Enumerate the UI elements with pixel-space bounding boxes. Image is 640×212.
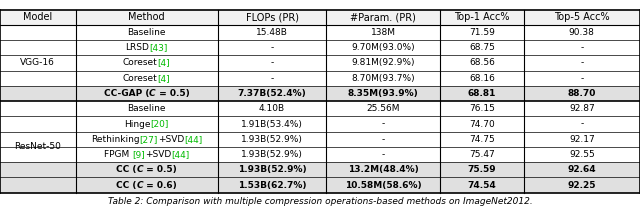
Text: -: - xyxy=(580,43,584,52)
Text: 9.81M(92.9%): 9.81M(92.9%) xyxy=(351,59,415,67)
Text: 1.93B(52.9%): 1.93B(52.9%) xyxy=(241,150,303,159)
Text: -: - xyxy=(381,150,385,159)
Text: 92.25: 92.25 xyxy=(568,181,596,190)
Text: [4]: [4] xyxy=(157,74,170,83)
Text: Method: Method xyxy=(128,12,165,22)
Text: -: - xyxy=(270,43,274,52)
Text: 68.75: 68.75 xyxy=(469,43,495,52)
Text: Baseline: Baseline xyxy=(127,104,166,113)
Text: 92.87: 92.87 xyxy=(569,104,595,113)
Bar xyxy=(0,10,640,25)
Text: C: C xyxy=(136,181,143,190)
Text: 7.37B(52.4%): 7.37B(52.4%) xyxy=(237,89,307,98)
Text: -: - xyxy=(580,120,584,128)
Text: Model: Model xyxy=(23,12,52,22)
Text: 13.2M(48.4%): 13.2M(48.4%) xyxy=(348,165,419,174)
Text: 92.55: 92.55 xyxy=(569,150,595,159)
Text: 74.75: 74.75 xyxy=(469,135,495,144)
Text: Hinge: Hinge xyxy=(124,120,150,128)
Bar xyxy=(0,177,640,193)
Text: 68.16: 68.16 xyxy=(469,74,495,83)
Text: 92.17: 92.17 xyxy=(569,135,595,144)
Text: ResNet-50: ResNet-50 xyxy=(14,142,61,151)
Bar xyxy=(0,86,640,101)
Text: 75.47: 75.47 xyxy=(469,150,495,159)
Text: [4]: [4] xyxy=(157,59,170,67)
Text: -: - xyxy=(381,135,385,144)
Text: 25.56M: 25.56M xyxy=(367,104,400,113)
Text: 138M: 138M xyxy=(371,28,396,37)
Text: 1.93B(52.9%): 1.93B(52.9%) xyxy=(241,135,303,144)
Text: C: C xyxy=(136,165,143,174)
Text: 8.70M(93.7%): 8.70M(93.7%) xyxy=(351,74,415,83)
Text: 88.70: 88.70 xyxy=(568,89,596,98)
Text: [44]: [44] xyxy=(184,135,202,144)
Text: [44]: [44] xyxy=(171,150,189,159)
Text: -: - xyxy=(580,74,584,83)
Text: Baseline: Baseline xyxy=(127,28,166,37)
Bar xyxy=(0,162,640,177)
Text: +SVD: +SVD xyxy=(158,135,184,144)
Text: -: - xyxy=(580,59,584,67)
Text: #Param. (PR): #Param. (PR) xyxy=(351,12,416,22)
Text: 68.56: 68.56 xyxy=(469,59,495,67)
Text: 1.91B(53.4%): 1.91B(53.4%) xyxy=(241,120,303,128)
Text: 1.93B(52.9%): 1.93B(52.9%) xyxy=(237,165,307,174)
Text: 1.53B(62.7%): 1.53B(62.7%) xyxy=(237,181,307,190)
Text: 15.48B: 15.48B xyxy=(256,28,288,37)
Text: +SVD: +SVD xyxy=(145,150,171,159)
Text: Rethinking: Rethinking xyxy=(91,135,140,144)
Text: CC (: CC ( xyxy=(116,181,136,190)
Text: CC (: CC ( xyxy=(116,165,136,174)
Text: FPGM: FPGM xyxy=(104,150,132,159)
Text: = 0.5): = 0.5) xyxy=(156,89,189,98)
Text: 74.54: 74.54 xyxy=(468,181,496,190)
Text: [20]: [20] xyxy=(150,120,169,128)
Text: 4.10B: 4.10B xyxy=(259,104,285,113)
Text: 9.70M(93.0%): 9.70M(93.0%) xyxy=(351,43,415,52)
Text: 8.35M(93.9%): 8.35M(93.9%) xyxy=(348,89,419,98)
Text: Table 2: Comparison with multiple compression operations-based methods on ImageN: Table 2: Comparison with multiple compre… xyxy=(108,197,532,206)
Text: FLOPs (PR): FLOPs (PR) xyxy=(246,12,298,22)
Text: VGG-16: VGG-16 xyxy=(20,59,55,67)
Text: [43]: [43] xyxy=(149,43,168,52)
Text: 74.70: 74.70 xyxy=(469,120,495,128)
Text: Top-1 Acc%: Top-1 Acc% xyxy=(454,12,509,22)
Text: 76.15: 76.15 xyxy=(469,104,495,113)
Text: 10.58M(58.6%): 10.58M(58.6%) xyxy=(345,181,422,190)
Text: -: - xyxy=(381,120,385,128)
Text: = 0.5): = 0.5) xyxy=(143,165,177,174)
Text: 75.59: 75.59 xyxy=(468,165,496,174)
Text: 68.81: 68.81 xyxy=(468,89,496,98)
Text: -: - xyxy=(270,59,274,67)
Text: CC-GAP (: CC-GAP ( xyxy=(104,89,149,98)
Text: 71.59: 71.59 xyxy=(469,28,495,37)
Text: [9]: [9] xyxy=(132,150,145,159)
Text: Coreset: Coreset xyxy=(123,74,157,83)
Text: = 0.6): = 0.6) xyxy=(143,181,177,190)
Text: C: C xyxy=(149,89,156,98)
Text: -: - xyxy=(270,74,274,83)
Text: LRSD: LRSD xyxy=(125,43,149,52)
Text: 90.38: 90.38 xyxy=(569,28,595,37)
Text: Top-5 Acc%: Top-5 Acc% xyxy=(554,12,609,22)
Text: 92.64: 92.64 xyxy=(568,165,596,174)
Text: Coreset: Coreset xyxy=(123,59,157,67)
Text: [27]: [27] xyxy=(140,135,158,144)
